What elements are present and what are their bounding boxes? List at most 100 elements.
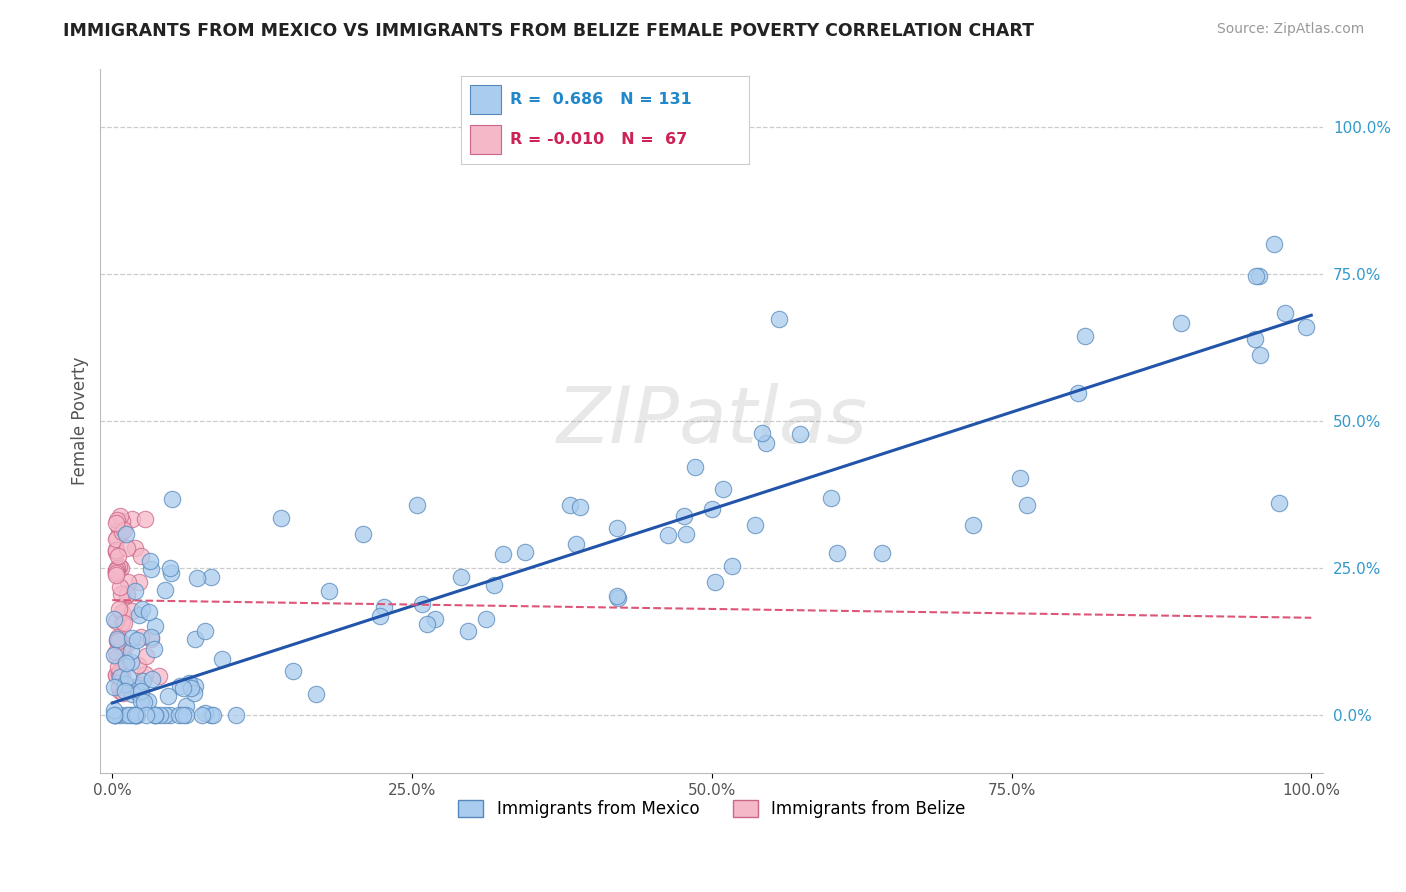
- Point: [1295, 320, 1317, 334]
- Point: [318, 584, 340, 599]
- Point: [683, 460, 706, 475]
- Point: [121, 687, 143, 701]
- Point: [820, 491, 842, 505]
- Point: [124, 680, 146, 694]
- Point: [104, 532, 127, 546]
- Point: [1244, 332, 1267, 346]
- Point: [160, 566, 183, 580]
- Point: [121, 512, 143, 526]
- Point: [607, 591, 630, 605]
- Point: [450, 570, 472, 584]
- Point: [117, 588, 139, 602]
- Point: [105, 632, 128, 646]
- Point: [124, 541, 146, 555]
- Point: [107, 680, 129, 694]
- Point: [184, 679, 207, 693]
- Point: [202, 707, 225, 722]
- Point: [108, 581, 131, 595]
- Point: [110, 561, 132, 575]
- Point: [104, 516, 127, 530]
- Point: [128, 575, 150, 590]
- Point: [138, 605, 160, 619]
- Point: [1244, 268, 1267, 283]
- Point: [103, 707, 125, 722]
- Point: [143, 707, 166, 722]
- Point: [153, 707, 176, 722]
- Point: [159, 707, 181, 722]
- Point: [115, 587, 138, 601]
- Point: [104, 543, 127, 558]
- Point: [1067, 385, 1090, 400]
- Point: [139, 630, 162, 644]
- Point: [117, 541, 139, 555]
- Point: [104, 645, 127, 659]
- Point: [108, 602, 131, 616]
- Point: [127, 707, 149, 722]
- Point: [107, 562, 129, 576]
- Point: [110, 665, 132, 679]
- Point: [183, 686, 205, 700]
- Point: [114, 683, 136, 698]
- Point: [711, 482, 734, 496]
- Point: [129, 630, 152, 644]
- Point: [305, 686, 328, 700]
- Point: [134, 512, 156, 526]
- Point: [112, 675, 135, 690]
- Point: [143, 641, 166, 656]
- Point: [132, 674, 155, 689]
- Point: [1008, 470, 1031, 484]
- Point: [108, 633, 131, 648]
- Point: [143, 619, 166, 633]
- Point: [352, 527, 374, 541]
- Point: [457, 624, 479, 638]
- Point: [200, 707, 222, 722]
- Point: [167, 707, 190, 722]
- Point: [121, 707, 143, 722]
- Point: [870, 545, 893, 559]
- Point: [112, 524, 135, 538]
- Point: [128, 608, 150, 623]
- Point: [491, 547, 513, 561]
- Point: [180, 681, 202, 696]
- Point: [768, 312, 790, 326]
- Point: [104, 707, 127, 722]
- Point: [115, 656, 138, 670]
- Point: [160, 491, 183, 506]
- Point: [827, 546, 849, 560]
- Point: [751, 426, 773, 441]
- Text: IMMIGRANTS FROM MEXICO VS IMMIGRANTS FROM BELIZE FEMALE POVERTY CORRELATION CHAR: IMMIGRANTS FROM MEXICO VS IMMIGRANTS FRO…: [63, 22, 1035, 40]
- Point: [157, 689, 180, 703]
- Point: [107, 522, 129, 536]
- Point: [172, 707, 194, 722]
- Point: [104, 668, 127, 682]
- Point: [169, 680, 191, 694]
- Point: [565, 537, 588, 551]
- Point: [139, 562, 162, 576]
- Point: [176, 707, 198, 722]
- Point: [755, 435, 778, 450]
- Point: [107, 660, 129, 674]
- Point: [1170, 316, 1192, 330]
- Point: [107, 549, 129, 563]
- Point: [1074, 328, 1097, 343]
- Point: [186, 570, 208, 584]
- Point: [704, 574, 727, 589]
- Point: [131, 602, 153, 616]
- Point: [110, 587, 132, 601]
- Point: [104, 544, 127, 558]
- Point: [112, 616, 135, 631]
- Point: [108, 669, 131, 683]
- Point: [111, 686, 134, 700]
- Point: [105, 649, 128, 664]
- Point: [134, 667, 156, 681]
- Point: [110, 514, 132, 528]
- Point: [184, 632, 207, 646]
- Point: [721, 559, 744, 574]
- Point: [135, 707, 157, 722]
- Point: [1249, 269, 1271, 284]
- Point: [108, 707, 131, 722]
- Point: [103, 703, 125, 717]
- Point: [191, 707, 214, 722]
- Point: [1249, 348, 1271, 362]
- Point: [121, 655, 143, 669]
